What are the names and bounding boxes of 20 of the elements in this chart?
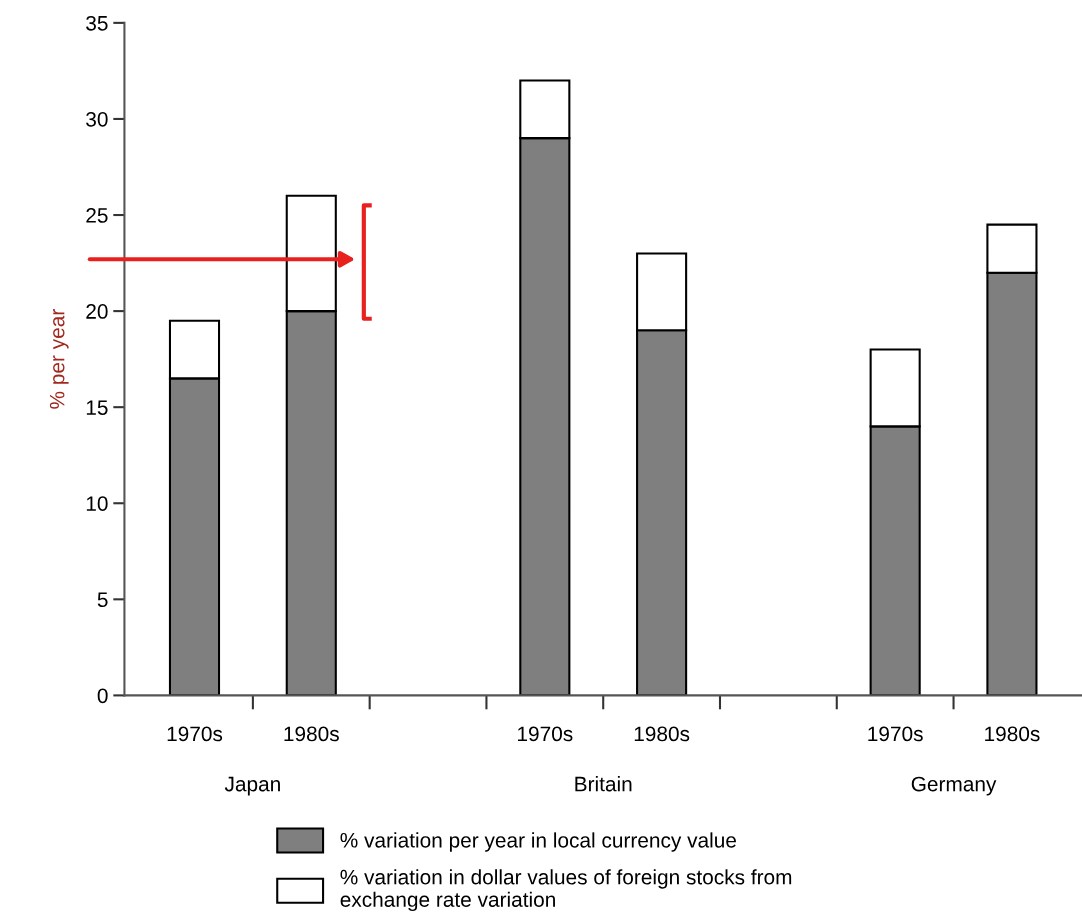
- y-tick-label: 35: [86, 15, 108, 31]
- x-tick-label: 1970s: [518, 726, 573, 742]
- x-tick-label: 1980s: [634, 726, 690, 742]
- y-tick-label: 25: [86, 208, 108, 223]
- x-tick-label: 1970s: [167, 726, 223, 742]
- x-tick-label: 1970s: [868, 726, 923, 742]
- y-tick-label: 5: [97, 592, 108, 608]
- legend-label: % variation per year in local currency value: [340, 832, 736, 852]
- y-tick-label: 10: [86, 496, 108, 511]
- y-tick-label: 0: [97, 688, 108, 704]
- y-tick-label: 30: [86, 111, 108, 127]
- text: Germany: [911, 776, 997, 796]
- text: Britain: [575, 776, 632, 792]
- x-tick-label: 1980s: [284, 726, 339, 742]
- legend-label: % variation in dollar values of foreign stocks from exchange rate variation: [340, 869, 792, 912]
- x-tick-label: 1980s: [985, 726, 1040, 742]
- text: Japan: [224, 776, 280, 796]
- y-tick-label: 20: [86, 304, 108, 319]
- y-tick-label: 15: [86, 400, 108, 415]
- y-axis-title: % per year: [49, 309, 69, 409]
